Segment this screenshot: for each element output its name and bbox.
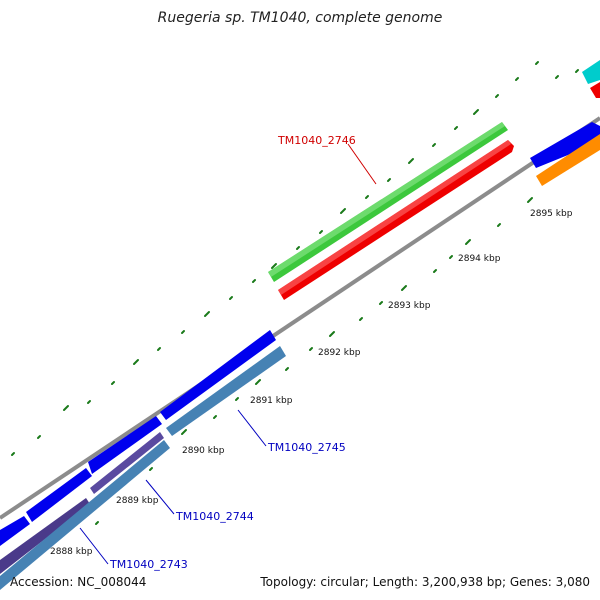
reverse-cds-track[interactable] bbox=[0, 346, 286, 590]
accession-text: Accession: NC_008044 bbox=[10, 575, 147, 589]
leader-line-tm1040-2743 bbox=[79, 527, 109, 565]
tick-label-2888: 2888 kbp bbox=[50, 547, 93, 557]
genome-summary-text: Topology: circular; Length: 3,200,938 bp… bbox=[260, 575, 590, 589]
outer-dot-ring bbox=[11, 61, 579, 456]
tick-label-2894: 2894 kbp bbox=[458, 254, 501, 264]
tick-label-2895: 2895 kbp bbox=[530, 209, 573, 219]
genome-backbone bbox=[0, 116, 600, 520]
tick-label-2891: 2891 kbp bbox=[250, 396, 293, 406]
tick-label-2892: 2892 kbp bbox=[318, 348, 361, 358]
gene-marker-tm1040-2746[interactable] bbox=[278, 140, 514, 300]
leader-line-tm1040-2746 bbox=[347, 143, 377, 185]
gene-label-tm1040-2745[interactable]: TM1040_2745 bbox=[267, 441, 346, 454]
leader-line-tm1040-2744 bbox=[145, 479, 175, 515]
rna-feature[interactable] bbox=[268, 122, 508, 282]
orange-feature[interactable] bbox=[536, 134, 600, 186]
tick-label-2890: 2890 kbp bbox=[182, 446, 225, 456]
cyan-feature[interactable] bbox=[582, 60, 600, 84]
tick-label-2889: 2889 kbp bbox=[116, 496, 159, 506]
red-top-feature[interactable] bbox=[590, 82, 600, 98]
leader-line-tm1040-2745 bbox=[237, 409, 267, 447]
gene-label-tm1040-2746[interactable]: TM1040_2746 bbox=[277, 134, 356, 147]
tick-label-2893: 2893 kbp bbox=[388, 301, 431, 311]
gene-label-tm1040-2743[interactable]: TM1040_2743 bbox=[109, 558, 188, 571]
gene-label-tm1040-2744[interactable]: TM1040_2744 bbox=[175, 510, 254, 523]
map-title: Ruegeria sp. TM1040, complete genome bbox=[157, 10, 443, 26]
forward-cds-track[interactable] bbox=[0, 122, 600, 546]
